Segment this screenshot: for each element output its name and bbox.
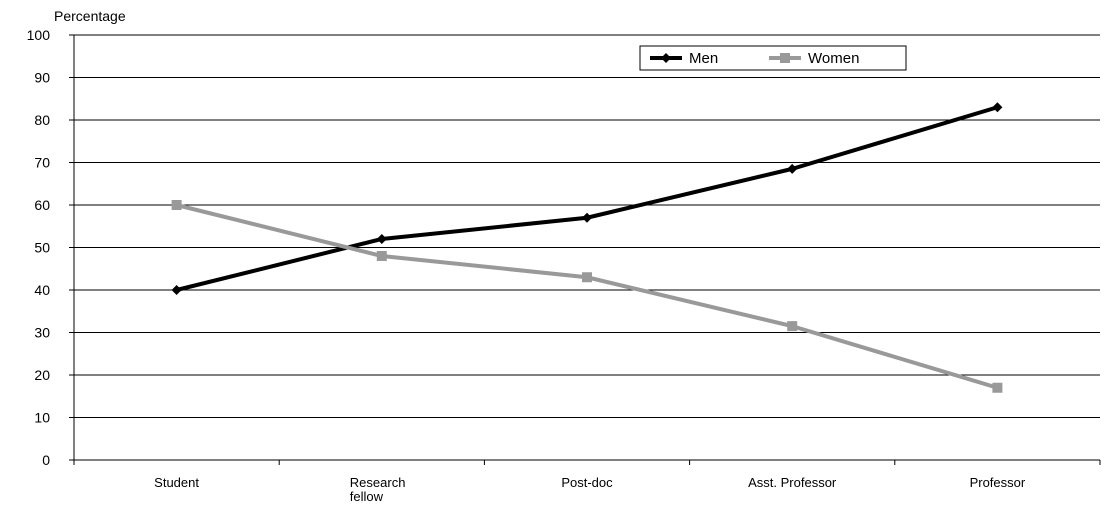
data-point-men xyxy=(787,163,798,174)
y-tick-label: 10 xyxy=(34,410,50,426)
series-men xyxy=(171,102,1003,295)
data-point-women xyxy=(992,382,1003,393)
x-tick-label: Student xyxy=(154,475,199,490)
legend-marker xyxy=(780,53,790,63)
data-point-men xyxy=(582,212,592,223)
series-line-women xyxy=(176,203,998,390)
data-point-women xyxy=(582,272,592,283)
y-tick-label: 90 xyxy=(34,70,50,86)
legend-entry-men: Men xyxy=(650,50,718,67)
x-tick-label: Research fellow xyxy=(350,475,406,504)
legend-entry-women: Women xyxy=(769,50,859,67)
y-tick-label: 30 xyxy=(34,325,50,341)
y-tick-label: 100 xyxy=(27,27,51,43)
data-point-men xyxy=(992,102,1003,113)
y-tick-label: 80 xyxy=(34,112,50,128)
legend-box xyxy=(639,45,907,71)
y-tick-label: 20 xyxy=(34,367,50,383)
x-tick-label: Post-doc xyxy=(561,475,613,490)
x-tick-label: Asst. Professor xyxy=(748,475,837,490)
grid-lines xyxy=(74,34,1100,418)
legend-label: Women xyxy=(808,50,859,67)
y-axis-title: Percentage xyxy=(54,8,126,24)
data-point-women xyxy=(376,251,387,261)
series-line-men xyxy=(176,105,998,292)
series-lines xyxy=(171,102,1003,393)
x-tick-label: Professor xyxy=(970,475,1026,490)
axes: 0 10 20 30 40 50 60 70 80 90 100 Student Research fel… xyxy=(27,27,1101,504)
legend: Men Women xyxy=(639,45,907,71)
legend-marker xyxy=(661,53,671,63)
y-tick-label: 70 xyxy=(34,155,50,171)
data-point-men xyxy=(376,234,387,244)
legend-label: Men xyxy=(689,50,718,67)
data-point-women xyxy=(171,200,182,210)
series-women xyxy=(171,200,1003,393)
data-point-women xyxy=(787,321,798,332)
y-tick-label: 60 xyxy=(34,197,50,213)
y-tick-label: 40 xyxy=(34,282,50,298)
data-point-men xyxy=(171,285,182,295)
y-tick-label: 50 xyxy=(34,240,50,256)
y-tick-label: 0 xyxy=(42,452,50,468)
